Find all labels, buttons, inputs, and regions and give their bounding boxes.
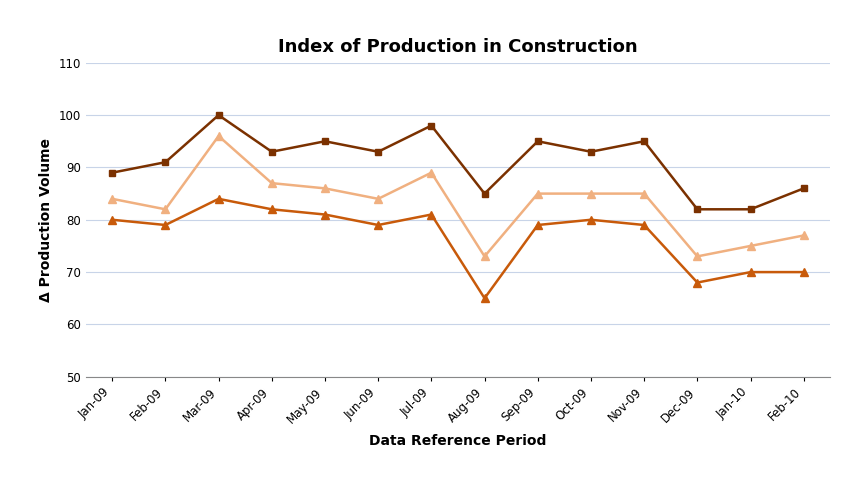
Title: Index of Production in Construction: Index of Production in Construction — [278, 38, 638, 56]
Buildings — [586, 217, 596, 223]
Buildings — [479, 295, 490, 301]
Line: Civil Engineering Projects: Civil Engineering Projects — [109, 112, 807, 213]
Civil Engineering Projects — [213, 112, 223, 118]
Civil Engineering Projects — [373, 149, 383, 155]
Civil Engineering Projects — [479, 191, 490, 197]
Civil Engineering Projects — [746, 206, 756, 212]
X-axis label: Data Reference Period: Data Reference Period — [369, 434, 547, 448]
Buildings — [266, 206, 276, 212]
Total — [426, 170, 437, 175]
Buildings — [532, 222, 543, 228]
Buildings — [213, 196, 223, 202]
Buildings — [373, 222, 383, 228]
Total — [532, 191, 543, 197]
Buildings — [639, 222, 649, 228]
Buildings — [746, 269, 756, 275]
Total — [160, 206, 170, 212]
Civil Engineering Projects — [320, 138, 330, 144]
Total — [373, 196, 383, 202]
Line: Total: Total — [108, 132, 808, 260]
Civil Engineering Projects — [107, 170, 117, 175]
Buildings — [320, 212, 330, 217]
Buildings — [160, 222, 170, 228]
Buildings — [426, 212, 437, 217]
Y-axis label: Δ Production Volume: Δ Production Volume — [39, 138, 53, 302]
Total — [799, 233, 809, 239]
Total — [479, 254, 490, 259]
Total — [320, 185, 330, 191]
Civil Engineering Projects — [532, 138, 543, 144]
Civil Engineering Projects — [693, 206, 703, 212]
Total — [107, 196, 117, 202]
Civil Engineering Projects — [799, 185, 809, 191]
Total — [266, 180, 276, 186]
Line: Buildings: Buildings — [108, 195, 808, 302]
Buildings — [799, 269, 809, 275]
Civil Engineering Projects — [586, 149, 596, 155]
Buildings — [107, 217, 117, 223]
Civil Engineering Projects — [160, 159, 170, 165]
Total — [639, 191, 649, 197]
Total — [693, 254, 703, 259]
Total — [213, 133, 223, 139]
Civil Engineering Projects — [266, 149, 276, 155]
Civil Engineering Projects — [426, 123, 437, 128]
Buildings — [693, 280, 703, 285]
Civil Engineering Projects — [639, 138, 649, 144]
Total — [586, 191, 596, 197]
Total — [746, 243, 756, 249]
